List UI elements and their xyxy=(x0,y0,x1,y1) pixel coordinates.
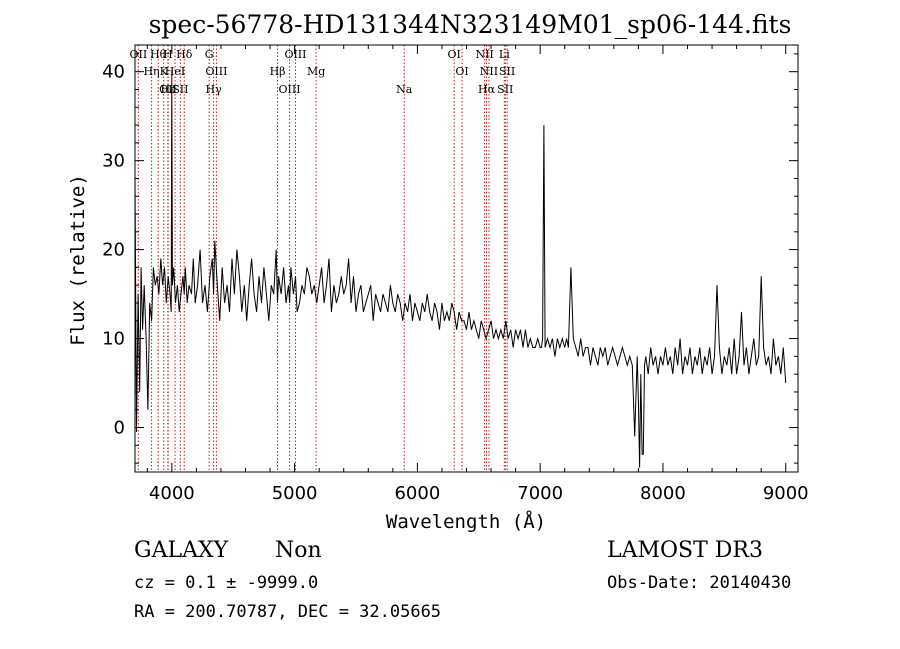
redshift-cz: cz = 0.1 ± -9999.0 xyxy=(134,573,319,593)
x-tick-label-5: 9000 xyxy=(763,483,809,504)
x-tick-label-1: 5000 xyxy=(272,483,318,504)
plot-frame xyxy=(134,44,799,473)
object-class: GALAXY xyxy=(134,538,229,563)
survey-name: LAMOST DR3 xyxy=(607,538,763,563)
marker-label-24: Li xyxy=(499,48,510,61)
x-axis-label: Wavelength (Å) xyxy=(386,510,546,533)
marker-label-17: Na xyxy=(396,83,413,96)
marker-label-12: G xyxy=(205,48,214,61)
y-axis-label: Flux (relative) xyxy=(67,174,89,346)
marker-label-16: Mg xyxy=(307,65,325,78)
marker-label-15: OIII xyxy=(284,48,306,61)
object-subclass: Non xyxy=(275,538,322,563)
x-tick-label-2: 6000 xyxy=(394,483,440,504)
marker-label-11: Hγ xyxy=(205,83,222,96)
marker-label-18: OI xyxy=(448,48,461,61)
y-tick-label-4: 40 xyxy=(102,62,125,83)
x-tick-label-3: 7000 xyxy=(517,483,563,504)
marker-label-0: OII xyxy=(129,48,147,61)
marker-label-9: H xyxy=(163,48,173,61)
marker-label-25: SII xyxy=(499,65,515,78)
marker-label-10: OIII xyxy=(205,65,227,78)
marker-label-21: NII xyxy=(476,48,494,61)
emission-line-labels: OIIHηOIIHθKHεHδHeISIIHOIIIHγGHβOIIIOIIIM… xyxy=(129,48,515,96)
marker-label-1: Hη xyxy=(143,65,159,78)
marker-label-13: Hβ xyxy=(270,65,286,78)
marker-label-19: OI xyxy=(455,65,468,78)
x-tick-label-4: 8000 xyxy=(640,483,686,504)
marker-label-8: SII xyxy=(172,83,188,96)
marker-label-23: SII xyxy=(497,83,513,96)
emission-line-markers xyxy=(137,45,508,472)
marker-label-6: Hδ xyxy=(176,48,193,61)
observation-date: Obs-Date: 20140430 xyxy=(607,573,792,593)
y-tick-label-3: 30 xyxy=(102,151,125,172)
marker-label-22: NII xyxy=(480,65,498,78)
marker-label-4: K xyxy=(160,65,169,78)
x-tick-label-0: 4000 xyxy=(149,483,195,504)
marker-label-3: Hθ xyxy=(150,48,167,61)
marker-label-7: HeI xyxy=(165,65,185,78)
chart-title: spec-56778-HD131344N323149M01_sp06-144.f… xyxy=(149,10,792,39)
coordinates: RA = 200.70787, DEC = 32.05665 xyxy=(134,602,442,622)
y-tick-label-1: 10 xyxy=(102,329,125,350)
y-tick-label-0: 0 xyxy=(114,418,125,439)
y-axis-ticks: 0 10 20 30 40 xyxy=(102,53,798,464)
x-axis-ticks: 4000 5000 6000 7000 8000 9000 xyxy=(146,45,809,504)
y-tick-label-2: 20 xyxy=(102,240,125,261)
marker-label-2: OII xyxy=(159,83,177,96)
spectrum-line xyxy=(134,71,787,468)
marker-label-14: OIII xyxy=(279,83,301,96)
marker-label-20: Hα xyxy=(478,83,496,96)
